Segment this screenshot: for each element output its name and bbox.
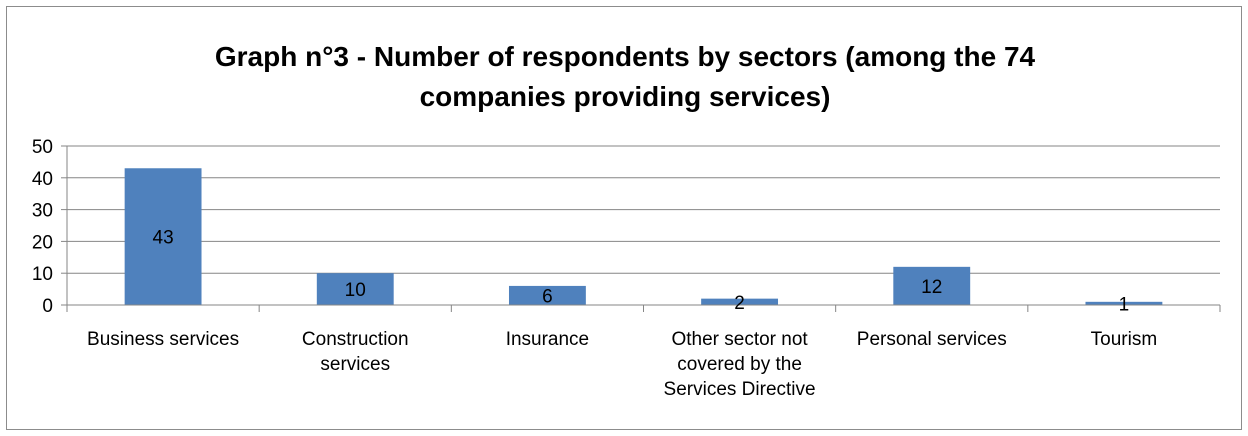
x-tick-label-line: Business services <box>87 329 239 350</box>
bar <box>508 285 586 305</box>
y-tick-label: 40 <box>32 169 53 190</box>
chart-frame: Graph n°3 - Number of respondents by sec… <box>6 6 1242 430</box>
x-tick-label-line: Insurance <box>506 329 589 350</box>
data-label: 2 <box>734 293 745 314</box>
x-tick-label-line: services <box>320 354 390 375</box>
bar <box>701 298 779 305</box>
x-tick-label: Personal services <box>857 329 1007 350</box>
data-label: 1 <box>1119 294 1130 315</box>
x-tick-label: Tourism <box>1091 329 1158 350</box>
y-tick-label: 50 <box>32 137 53 158</box>
x-tick-label-line: Tourism <box>1091 329 1158 350</box>
labels: 0 10 20 30 40 50 43 Business services 10 Construc… <box>32 137 1157 400</box>
x-tick-label-line: Other sector not <box>671 329 808 350</box>
x-tick-label: Other sector not covered by the Services D… <box>664 329 816 400</box>
bars <box>124 168 1163 305</box>
bar <box>124 168 202 305</box>
x-tick-label-line: Construction <box>302 329 409 350</box>
y-tick-label: 0 <box>42 296 53 317</box>
y-tick-label: 20 <box>32 232 53 253</box>
x-tick-label-line: covered by the <box>677 354 802 375</box>
x-tick-label-line: Services Directive <box>664 379 816 400</box>
chart-title: Graph n°3 - Number of respondents by sec… <box>7 37 1243 117</box>
gridlines <box>67 145 1220 274</box>
x-tick-label: Insurance <box>506 329 589 350</box>
x-tick-label: Business services <box>87 329 239 350</box>
bar <box>893 266 971 305</box>
x-tick-label: Construction services <box>302 329 409 375</box>
bar <box>316 273 394 305</box>
y-tick-label: 10 <box>32 264 53 285</box>
bar <box>1085 301 1163 305</box>
data-label: 43 <box>153 228 174 249</box>
chart-title-line-2: companies providing services) <box>419 81 831 112</box>
x-tick-label-line: Personal services <box>857 329 1007 350</box>
y-tick-label: 30 <box>32 201 53 222</box>
data-label: 10 <box>345 280 366 301</box>
data-label: 6 <box>542 286 553 307</box>
data-label: 12 <box>921 277 942 298</box>
chart-title-line-1: Graph n°3 - Number of respondents by sec… <box>214 41 1036 72</box>
axes <box>61 145 1221 312</box>
